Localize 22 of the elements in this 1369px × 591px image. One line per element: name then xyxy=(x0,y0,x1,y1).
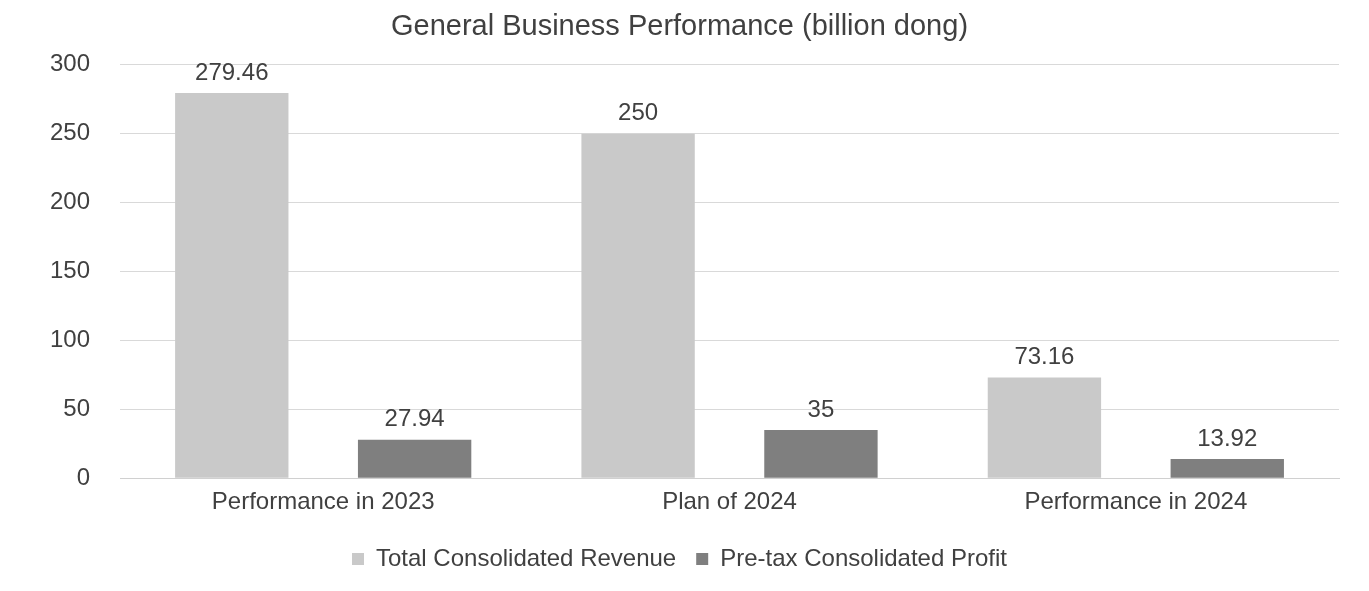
y-tick-label: 200 xyxy=(50,187,91,215)
x-tick-label: Performance in 2024 xyxy=(1024,487,1248,515)
bar xyxy=(357,439,472,478)
data-label: 27.94 xyxy=(384,404,445,432)
legend-label: Total Consolidated Revenue xyxy=(376,543,677,571)
y-tick-label: 300 xyxy=(50,49,91,77)
x-tick-label: Performance in 2023 xyxy=(211,487,435,515)
bar xyxy=(1170,459,1284,478)
y-tick-label: 100 xyxy=(50,325,91,353)
bar xyxy=(764,429,878,478)
data-label: 13.92 xyxy=(1197,423,1258,451)
y-tick-label: 50 xyxy=(63,393,91,421)
legend-label: Pre-tax Consolidated Profit xyxy=(720,543,1008,571)
x-tick-label: Plan of 2024 xyxy=(662,487,797,515)
data-label: 250 xyxy=(618,98,659,126)
data-label: 35 xyxy=(807,394,835,422)
y-tick-label: 150 xyxy=(50,256,91,284)
y-tick-label: 250 xyxy=(50,118,91,146)
y-tick-label: 0 xyxy=(76,462,91,490)
data-label: 279.46 xyxy=(195,57,269,85)
data-label: 73.16 xyxy=(1014,342,1075,370)
chart-title: General Business Performance (billion dong) xyxy=(390,9,969,42)
